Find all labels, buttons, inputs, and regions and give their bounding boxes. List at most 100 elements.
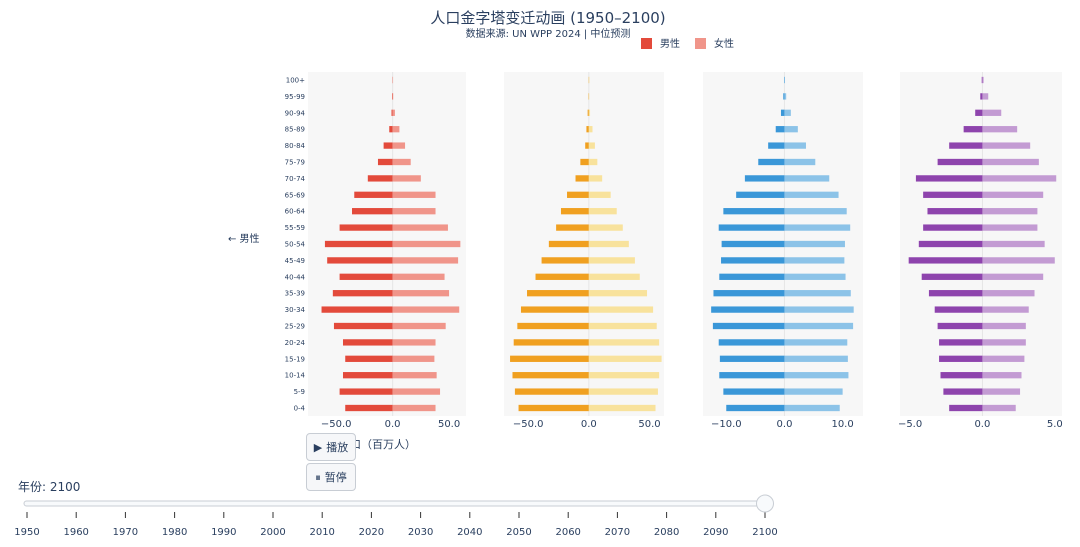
male-bar-100+[interactable] — [981, 76, 983, 84]
male-bar-45-49[interactable] — [908, 257, 983, 264]
male-bar-70-74[interactable] — [575, 175, 589, 182]
slider-tick-label[interactable]: 2080 — [654, 527, 679, 538]
female-bar-10-14[interactable] — [588, 372, 660, 379]
female-bar-30-34[interactable] — [784, 306, 854, 313]
male-bar-60-64[interactable] — [723, 208, 785, 215]
female-bar-90-94[interactable] — [784, 109, 791, 116]
female-bar-0-4[interactable] — [588, 404, 656, 412]
female-bar-35-39[interactable] — [784, 290, 851, 297]
female-bar-85-89[interactable] — [982, 126, 1018, 133]
female-bar-55-59[interactable] — [588, 224, 623, 231]
male-bar-15-19[interactable] — [939, 355, 983, 362]
male-bar-20-24[interactable] — [939, 339, 983, 346]
male-bar-85-89[interactable] — [963, 126, 983, 133]
male-bar-30-34[interactable] — [321, 306, 393, 313]
male-bar-40-44[interactable] — [921, 273, 983, 280]
female-bar-95-99[interactable] — [784, 93, 787, 100]
male-bar-65-69[interactable] — [736, 191, 785, 198]
female-bar-0-4[interactable] — [392, 404, 436, 412]
female-bar-25-29[interactable] — [784, 322, 854, 330]
male-bar-25-29[interactable] — [712, 322, 785, 330]
female-bar-55-59[interactable] — [784, 224, 851, 231]
female-bar-30-34[interactable] — [392, 306, 460, 313]
male-bar-25-29[interactable] — [333, 322, 393, 330]
female-bar-40-44[interactable] — [982, 273, 1044, 280]
female-bar-65-69[interactable] — [588, 191, 611, 198]
female-bar-35-39[interactable] — [392, 290, 450, 297]
female-bar-15-19[interactable] — [392, 355, 435, 362]
male-bar-20-24[interactable] — [513, 339, 589, 346]
female-bar-40-44[interactable] — [588, 273, 640, 280]
year-slider[interactable]: 1950 1960 1970 1980 1990 2000 2010 2020 2030 2040… — [14, 494, 778, 538]
female-bar-40-44[interactable] — [784, 273, 846, 280]
slider-tick-label[interactable]: 1960 — [63, 527, 88, 538]
male-bar-0-4[interactable] — [949, 404, 983, 412]
male-bar-30-34[interactable] — [711, 306, 785, 313]
slider-tick-label[interactable]: 1970 — [113, 527, 138, 538]
female-bar-60-64[interactable] — [982, 208, 1038, 215]
female-bar-75-79[interactable] — [982, 158, 1039, 166]
slider-tick-label[interactable]: 2010 — [309, 527, 334, 538]
female-bar-15-19[interactable] — [588, 355, 662, 362]
male-bar-75-79[interactable] — [758, 158, 785, 166]
male-bar-95-99[interactable] — [783, 93, 785, 100]
male-bar-55-59[interactable] — [718, 224, 785, 231]
male-bar-10-14[interactable] — [719, 372, 785, 379]
female-bar-30-34[interactable] — [588, 306, 654, 313]
male-bar-45-49[interactable] — [721, 257, 785, 264]
female-bar-65-69[interactable] — [982, 191, 1044, 198]
female-bar-80-84[interactable] — [392, 142, 406, 149]
slider-tick-label[interactable]: 2000 — [260, 527, 285, 538]
male-bar-55-59[interactable] — [923, 224, 983, 231]
male-bar-10-14[interactable] — [512, 372, 589, 379]
male-bar-50-54[interactable] — [918, 240, 983, 248]
male-bar-75-79[interactable] — [937, 158, 983, 166]
female-bar-5-9[interactable] — [784, 388, 843, 395]
female-bar-95-99[interactable] — [392, 93, 394, 100]
male-bar-85-89[interactable] — [775, 126, 785, 133]
female-bar-80-84[interactable] — [588, 142, 595, 149]
male-bar-60-64[interactable] — [352, 208, 393, 215]
legend-swatch-male[interactable] — [641, 38, 652, 49]
male-bar-65-69[interactable] — [354, 191, 393, 198]
male-bar-80-84[interactable] — [383, 142, 393, 149]
male-bar-45-49[interactable] — [327, 257, 393, 264]
male-bar-15-19[interactable] — [719, 355, 785, 362]
slider-tick-label[interactable]: 1990 — [211, 527, 236, 538]
male-bar-0-4[interactable] — [726, 404, 785, 412]
male-bar-10-14[interactable] — [342, 372, 393, 379]
male-bar-5-9[interactable] — [943, 388, 983, 395]
male-bar-90-94[interactable] — [587, 109, 589, 116]
female-bar-20-24[interactable] — [982, 339, 1026, 346]
female-bar-45-49[interactable] — [784, 257, 845, 264]
female-bar-85-89[interactable] — [392, 126, 400, 133]
slider-track[interactable] — [23, 500, 769, 507]
female-bar-25-29[interactable] — [588, 322, 657, 330]
male-bar-55-59[interactable] — [339, 224, 393, 231]
male-bar-85-89[interactable] — [389, 126, 393, 133]
male-bar-20-24[interactable] — [342, 339, 393, 346]
female-bar-70-74[interactable] — [784, 175, 830, 182]
male-bar-35-39[interactable] — [332, 290, 393, 297]
male-bar-30-34[interactable] — [520, 306, 589, 313]
male-bar-25-29[interactable] — [517, 322, 589, 330]
female-bar-90-94[interactable] — [982, 109, 1002, 116]
male-bar-70-74[interactable] — [744, 175, 785, 182]
female-bar-100+[interactable] — [982, 76, 984, 84]
male-bar-35-39[interactable] — [527, 290, 589, 297]
female-bar-70-74[interactable] — [588, 175, 603, 182]
male-bar-70-74[interactable] — [915, 175, 983, 182]
female-bar-75-79[interactable] — [784, 158, 816, 166]
female-bar-65-69[interactable] — [784, 191, 839, 198]
female-bar-25-29[interactable] — [982, 322, 1026, 330]
male-bar-75-79[interactable] — [580, 158, 589, 166]
male-bar-75-79[interactable] — [377, 158, 393, 166]
male-bar-5-9[interactable] — [723, 388, 785, 395]
female-bar-35-39[interactable] — [982, 290, 1035, 297]
male-bar-25-29[interactable] — [937, 322, 983, 330]
female-bar-85-89[interactable] — [588, 126, 593, 133]
male-bar-55-59[interactable] — [556, 224, 589, 231]
female-bar-15-19[interactable] — [784, 355, 848, 362]
male-bar-80-84[interactable] — [585, 142, 589, 149]
female-bar-0-4[interactable] — [784, 404, 840, 412]
